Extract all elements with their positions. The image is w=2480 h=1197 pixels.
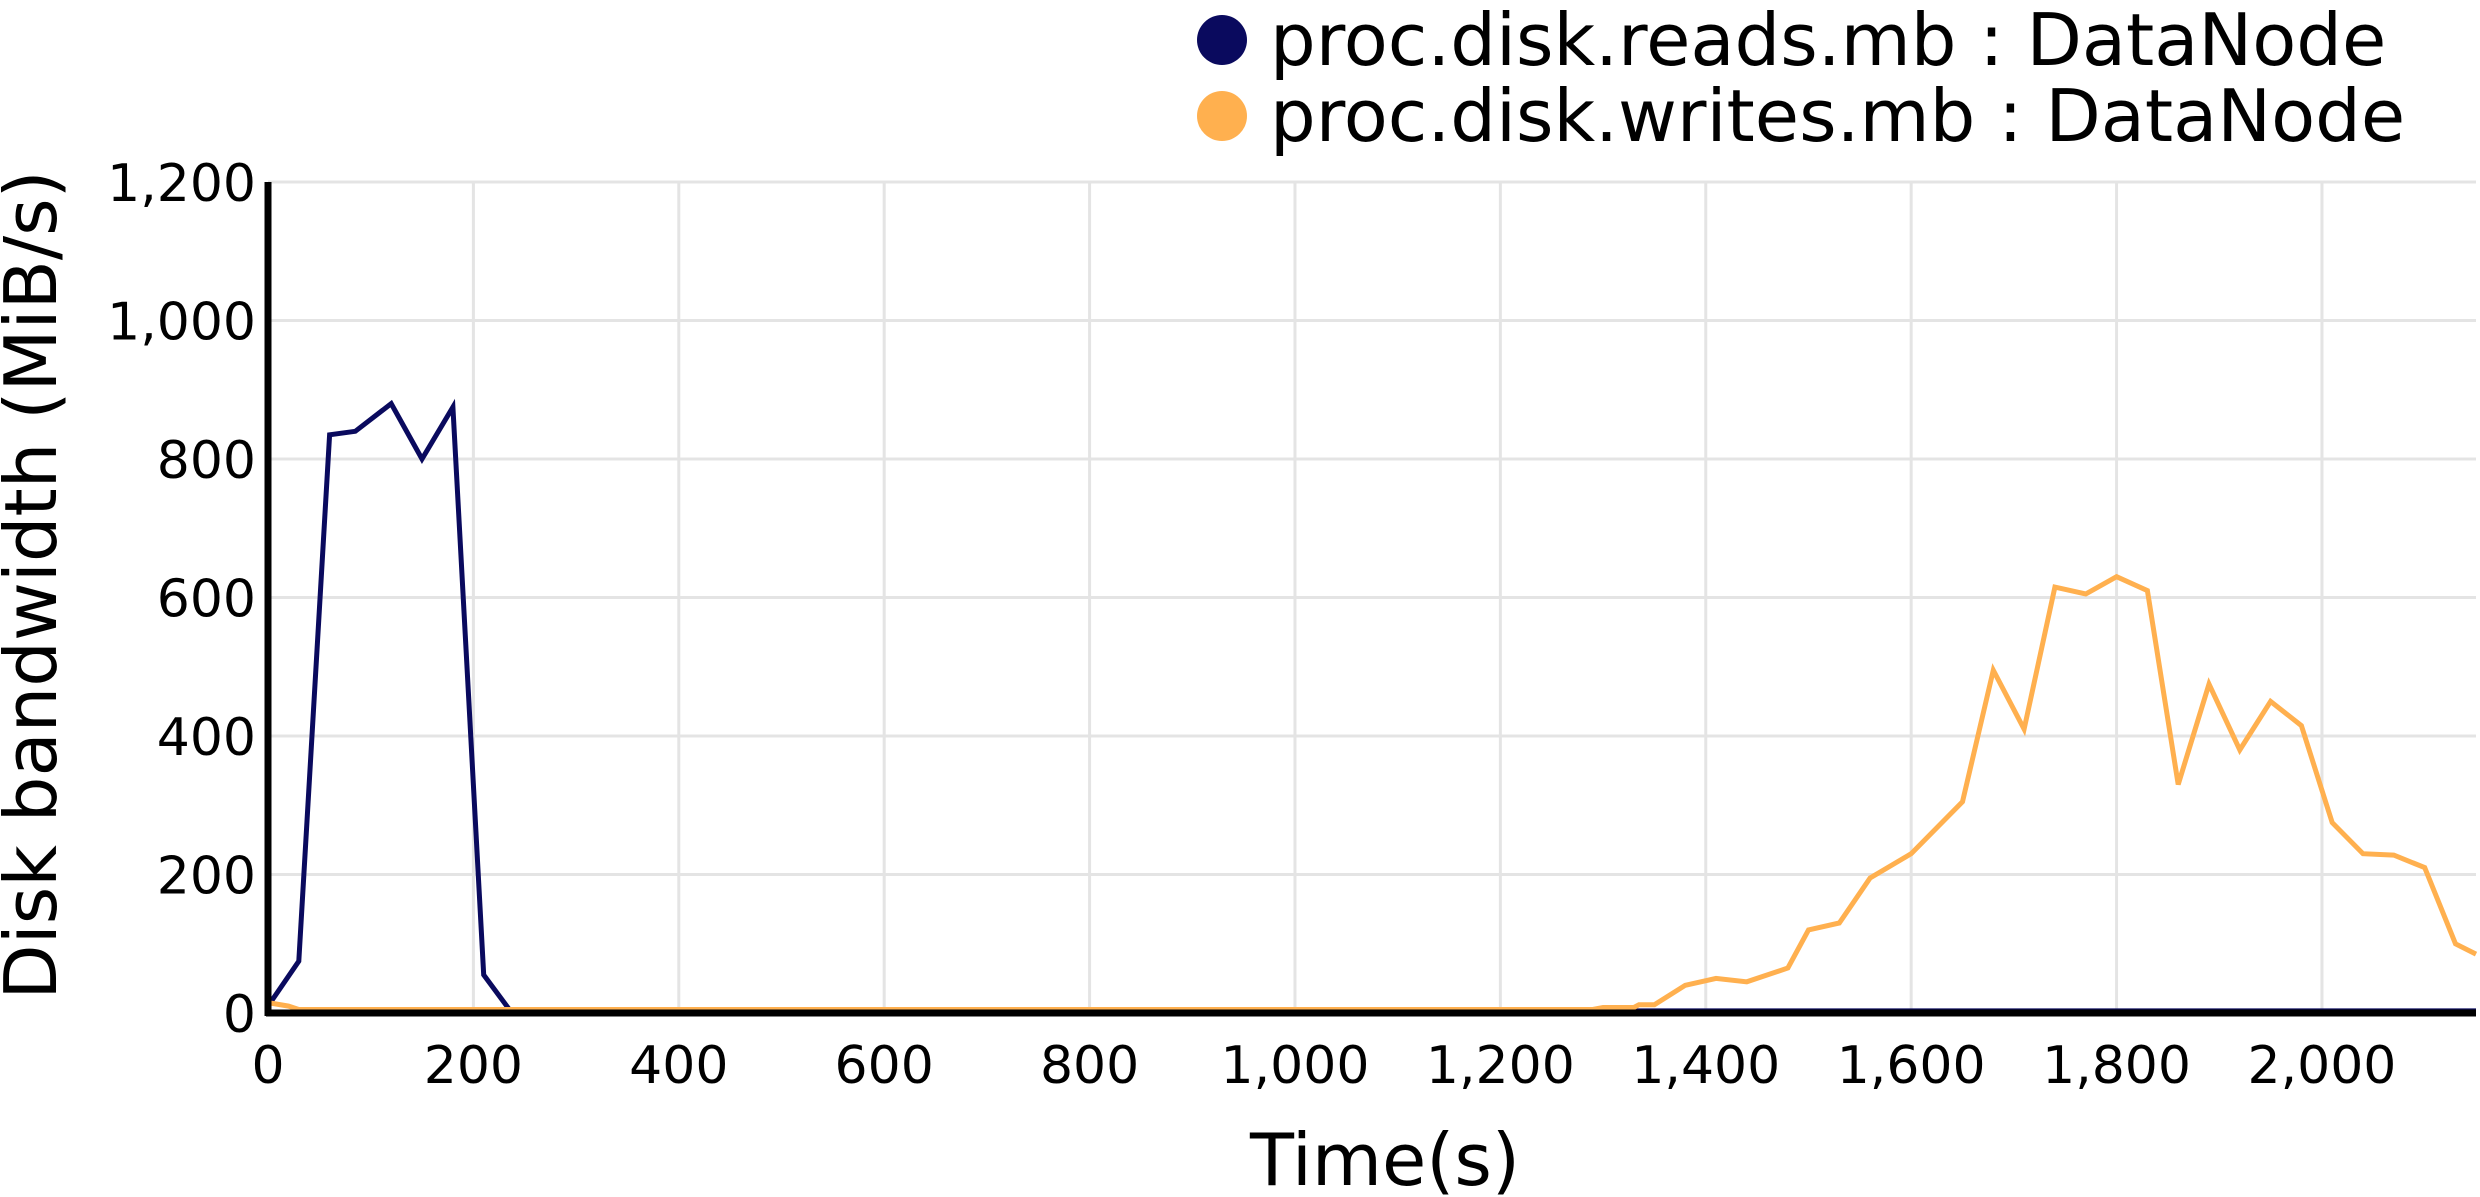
x-tick-label: 800 <box>1040 1036 1139 1096</box>
y-tick-label: 200 <box>157 847 256 907</box>
series-line-disk-reads <box>265 398 2476 1014</box>
x-tick-label: 1,000 <box>1221 1036 1370 1096</box>
legend-marker <box>1197 15 1247 65</box>
y-tick-label: 0 <box>223 985 256 1045</box>
grid-layer <box>268 180 2476 1013</box>
x-axis-title: Time(s) <box>1249 1118 1520 1197</box>
y-tick-label: 400 <box>157 708 256 768</box>
x-tick-label: 0 <box>251 1036 284 1096</box>
series-layer <box>265 398 2478 1014</box>
x-tick-label: 2,000 <box>2248 1036 2397 1096</box>
legend-marker <box>1197 91 1247 141</box>
y-tick-label: 1,200 <box>107 154 256 214</box>
legend-label: proc.disk.writes.mb : DataNode <box>1270 74 2405 158</box>
series-line-disk-writes <box>267 573 2478 1012</box>
y-axis-title: Disk bandwidth (MiB/s) <box>0 170 73 1000</box>
x-tick-label: 600 <box>835 1036 934 1096</box>
y-tick-label: 800 <box>157 431 256 491</box>
x-tick-label: 400 <box>629 1036 728 1096</box>
x-tick-label: 1,800 <box>2042 1036 2191 1096</box>
x-tick-label: 1,600 <box>1837 1036 1986 1096</box>
y-tick-label: 600 <box>157 570 256 630</box>
axis-layer <box>264 182 2476 1017</box>
y-tick-label: 1,000 <box>107 293 256 353</box>
legend-label: proc.disk.reads.mb : DataNode <box>1270 0 2386 82</box>
legend: proc.disk.reads.mb : DataNodeproc.disk.w… <box>1197 0 2405 158</box>
x-tick-label: 1,200 <box>1426 1036 1575 1096</box>
x-tick-label: 200 <box>424 1036 523 1096</box>
x-tick-label: 1,400 <box>1631 1036 1780 1096</box>
tick-label-layer: 0 200 400 600 800 1,000 1,200 1,400 1,600 1,800 2,… <box>107 154 2396 1096</box>
